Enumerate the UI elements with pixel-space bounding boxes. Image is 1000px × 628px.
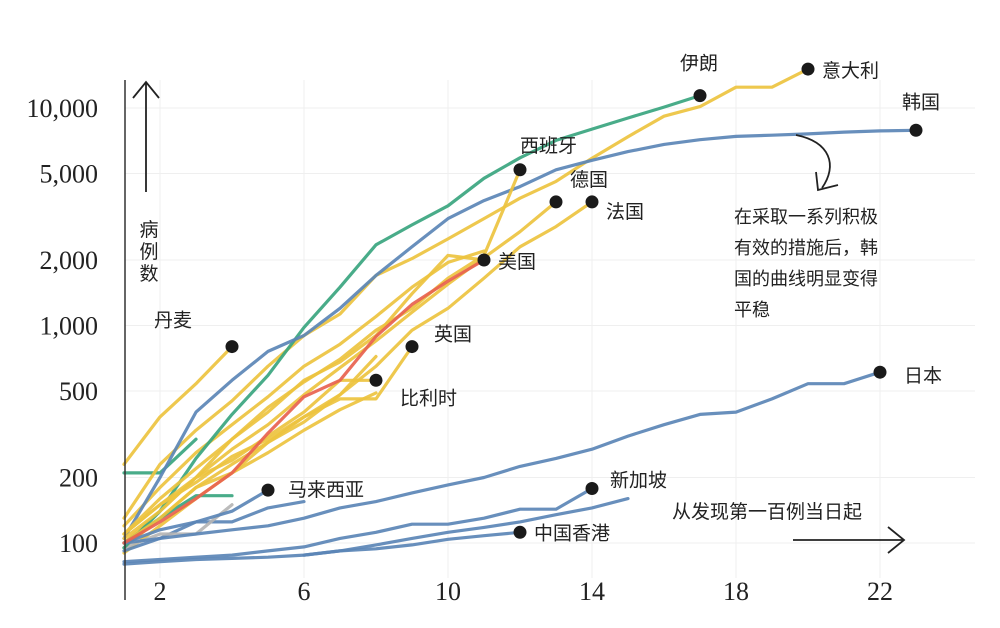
x-axis-arrow-icon	[793, 526, 906, 554]
end-dot	[513, 525, 527, 539]
end-dot	[585, 195, 599, 209]
series-line-意大利	[122, 67, 810, 520]
series-label: 中国香港	[534, 522, 610, 544]
annotation-line: 有效的措施后，韩	[734, 238, 878, 259]
y-tick-label: 500	[59, 377, 98, 406]
series-line-美国	[122, 258, 486, 545]
grid	[125, 80, 975, 578]
series-label: 德国	[570, 169, 608, 191]
series-lines	[122, 67, 918, 566]
annotation-arrowhead-icon	[815, 171, 839, 192]
series-line-西班牙	[122, 168, 522, 536]
end-dot	[513, 163, 527, 177]
end-dot	[477, 253, 491, 267]
series-line-比利时	[122, 378, 378, 541]
annotation-line: 平稳	[734, 300, 770, 321]
x-tick-labels: 2 6 10 14 18 22	[154, 577, 894, 606]
y-tick-label: 200	[59, 464, 98, 493]
series-label: 西班牙	[520, 135, 577, 157]
x-tick-label: 18	[723, 577, 749, 606]
x-tick-label: 10	[435, 577, 461, 606]
series-line-新加坡	[122, 486, 594, 564]
series-label: 丹麦	[154, 310, 192, 332]
end-dot	[873, 365, 887, 379]
y-axis-title-char: 病	[139, 219, 158, 241]
series-line	[302, 497, 630, 557]
series-line-中国香港	[122, 530, 522, 566]
y-axis-arrow-icon	[132, 80, 160, 192]
y-axis-title-char: 数	[139, 263, 158, 285]
series-label: 日本	[904, 365, 942, 387]
end-dot	[261, 483, 275, 497]
end-dot	[801, 62, 815, 76]
series-line-伊朗	[122, 93, 702, 550]
series-line	[122, 437, 198, 475]
series-line-丹麦	[122, 345, 234, 466]
series-label: 法国	[606, 201, 644, 223]
end-dots	[225, 62, 923, 539]
end-dot	[693, 89, 707, 103]
series-line-英国	[122, 345, 414, 536]
y-tick-label: 5,000	[40, 159, 99, 188]
series-line	[122, 391, 378, 555]
y-tick-label: 1,000	[40, 312, 99, 341]
series-line-韩国	[122, 128, 918, 541]
end-dot	[405, 340, 419, 354]
y-axis-title: 病例数	[139, 219, 158, 285]
series-label: 伊朗	[680, 53, 718, 75]
annotation-line: 在采取一系列积极	[734, 207, 878, 228]
annotation-line: 国的曲线明显变得	[734, 269, 878, 290]
end-dot	[369, 373, 383, 387]
series-label: 马来西亚	[288, 479, 364, 501]
end-dot	[225, 340, 239, 354]
end-dot	[585, 482, 599, 496]
annotation-arrow-icon	[795, 134, 831, 189]
series-label: 英国	[434, 324, 472, 346]
series-label: 美国	[498, 251, 536, 273]
x-tick-label: 6	[298, 577, 311, 606]
series-label: 韩国	[902, 91, 940, 113]
series-label: 意大利	[822, 60, 879, 82]
y-tick-label: 100	[59, 529, 98, 558]
y-tick-label: 10,000	[27, 94, 99, 123]
series-label: 比利时	[400, 387, 457, 409]
end-dot	[909, 123, 923, 137]
y-tick-labels: 100 200 500 1,000 2,000 5,000 10,000	[27, 94, 99, 558]
series-line-日本	[122, 370, 882, 545]
series-label: 新加坡	[610, 470, 667, 492]
x-tick-label: 2	[154, 577, 167, 606]
y-tick-label: 2,000	[40, 246, 99, 275]
x-tick-label: 22	[867, 577, 893, 606]
end-dot	[549, 195, 563, 209]
x-axis-title: 从发现第一百例当日起	[672, 501, 862, 523]
series-line-马来西亚	[122, 488, 270, 545]
x-tick-label: 14	[579, 577, 605, 606]
y-axis-title-char: 例	[139, 241, 158, 263]
